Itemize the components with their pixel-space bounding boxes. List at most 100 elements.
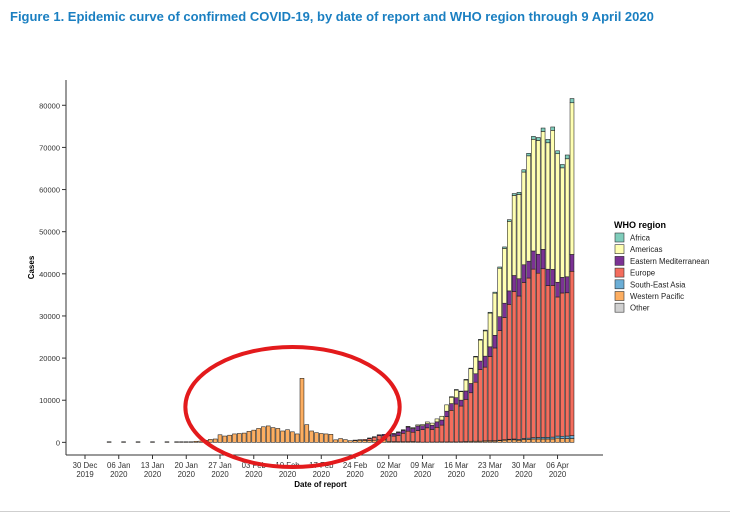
bar-segment-eastern-mediterranean	[410, 428, 416, 433]
bar-segment-americas	[449, 397, 454, 404]
bar-segment-europe	[569, 271, 575, 436]
bar-segment-western-pacific	[193, 440, 199, 443]
bar-segment-eastern-mediterranean	[372, 436, 377, 438]
bar-segment-eastern-mediterranean	[535, 253, 541, 274]
bar-segment-europe	[458, 405, 464, 443]
bar-segment-eastern-mediterranean	[415, 425, 420, 431]
x-tick-year: 2020	[313, 470, 331, 479]
bar-segment-western-pacific	[241, 432, 247, 443]
bar-segment-europe	[468, 392, 473, 442]
bar-segment-western-pacific	[184, 441, 189, 443]
bar-segment-eastern-mediterranean	[434, 421, 440, 428]
bar-segment-eastern-mediterranean	[540, 249, 546, 270]
bar-segment-americas	[487, 312, 493, 348]
bar-segment-europe	[564, 292, 570, 437]
bar-segment-eastern-mediterranean	[507, 290, 512, 305]
bar-segment-western-pacific	[343, 439, 348, 443]
x-tick-label: 13 Jan	[141, 461, 164, 470]
bar-segment-western-pacific	[323, 433, 329, 443]
bar-segment-western-pacific	[164, 441, 170, 443]
bar-segment-africa	[497, 266, 502, 269]
figure-title: Figure 1. Epidemic curve of confirmed CO…	[10, 9, 654, 24]
bar-segment-americas	[473, 356, 478, 375]
bar-segment-eastern-mediterranean	[396, 432, 401, 436]
bar-segment-europe	[535, 272, 541, 438]
bar-segment-western-pacific	[227, 434, 232, 443]
bar-segment-eastern-mediterranean	[521, 264, 527, 283]
x-tick-year: 2020	[481, 470, 499, 479]
bar-segment-americas	[511, 195, 517, 276]
bar-segment-europe	[405, 430, 411, 443]
legend-swatch	[614, 302, 625, 313]
bar-segment-americas	[400, 429, 406, 431]
bar-segment-western-pacific	[319, 433, 324, 443]
bar-segment-western-pacific	[550, 438, 555, 443]
bar-segment-eastern-mediterranean	[545, 268, 551, 286]
bar-segment-americas	[502, 248, 507, 304]
bar-segment-western-pacific	[333, 439, 338, 443]
bar-segment-africa	[482, 329, 488, 332]
bar-segment-americas	[434, 418, 440, 423]
bar-segment-americas	[521, 171, 527, 266]
bar-segment-europe	[420, 429, 425, 443]
chart-legend: WHO region Africa Americas Eastern Mediterr…	[614, 220, 709, 313]
y-axis-title: Cases	[27, 255, 36, 279]
bar-segment-western-pacific	[237, 433, 242, 443]
bar-segment-europe	[526, 277, 531, 439]
y-tick-label: 50000	[39, 228, 60, 237]
y-tick-label: 20000	[39, 354, 60, 363]
bar-segment-africa	[511, 193, 517, 196]
bar-segment-americas	[415, 424, 420, 427]
bar-segment-africa	[492, 291, 498, 294]
bar-segment-europe	[516, 295, 522, 440]
bar-segment-europe	[400, 433, 406, 443]
bar-segment-europe	[482, 366, 488, 442]
bar-segment-eastern-mediterranean	[487, 346, 493, 357]
x-tick-year: 2020	[380, 470, 398, 479]
bar-segment-americas	[569, 102, 575, 255]
x-tick-year: 2019	[76, 470, 93, 479]
bar-segment-europe	[372, 437, 377, 441]
bar-segment-western-pacific	[526, 439, 531, 443]
bar-segment-eastern-mediterranean	[511, 275, 517, 292]
bar-segment-africa	[516, 192, 522, 195]
bar-segment-eastern-mediterranean	[449, 403, 454, 411]
bar-segment-western-pacific	[372, 439, 377, 443]
bar-segment-americas	[429, 422, 435, 426]
bar-segment-eastern-mediterranean	[391, 433, 396, 437]
bar-segment-western-pacific	[338, 438, 343, 443]
bar-segment-eastern-mediterranean	[367, 437, 372, 439]
x-tick-year: 2020	[211, 470, 229, 479]
bar-segment-eastern-mediterranean	[526, 260, 531, 279]
x-tick-label: 20 Jan	[175, 461, 198, 470]
bar-segment-western-pacific	[232, 433, 237, 443]
x-tick-year: 2020	[245, 470, 263, 479]
bar-segment-western-pacific	[304, 424, 310, 443]
bar-segment-eastern-mediterranean	[564, 276, 570, 294]
x-tick-label: 06 Jan	[107, 461, 130, 470]
bar-segment-eastern-mediterranean	[458, 399, 464, 407]
bar-segment-eastern-mediterranean	[454, 397, 459, 405]
y-tick-label: 0	[56, 438, 60, 447]
bar-segment-western-pacific	[555, 437, 560, 443]
bar-segment-americas	[439, 415, 445, 421]
bar-segment-africa	[478, 339, 483, 341]
bar-segment-americas	[425, 421, 430, 424]
bar-segment-americas	[391, 433, 396, 435]
bar-segment-eastern-mediterranean	[478, 360, 483, 370]
x-tick-label: 23 Mar	[478, 461, 503, 470]
bar-segment-western-pacific	[516, 439, 522, 443]
bar-segment-western-pacific	[135, 441, 141, 443]
bar-segment-eastern-mediterranean	[425, 423, 430, 429]
bar-segment-eastern-mediterranean	[516, 278, 522, 297]
x-tick-year: 2020	[549, 470, 567, 479]
bar-segment-europe	[487, 356, 493, 442]
bar-segment-western-pacific	[256, 428, 261, 443]
bar-segment-africa	[531, 136, 536, 140]
bar-segment-americas	[526, 155, 531, 262]
bar-segment-europe	[434, 427, 440, 443]
bar-segment-western-pacific	[179, 441, 184, 443]
x-tick-year: 2020	[515, 470, 533, 479]
bar-segment-europe	[502, 317, 507, 440]
